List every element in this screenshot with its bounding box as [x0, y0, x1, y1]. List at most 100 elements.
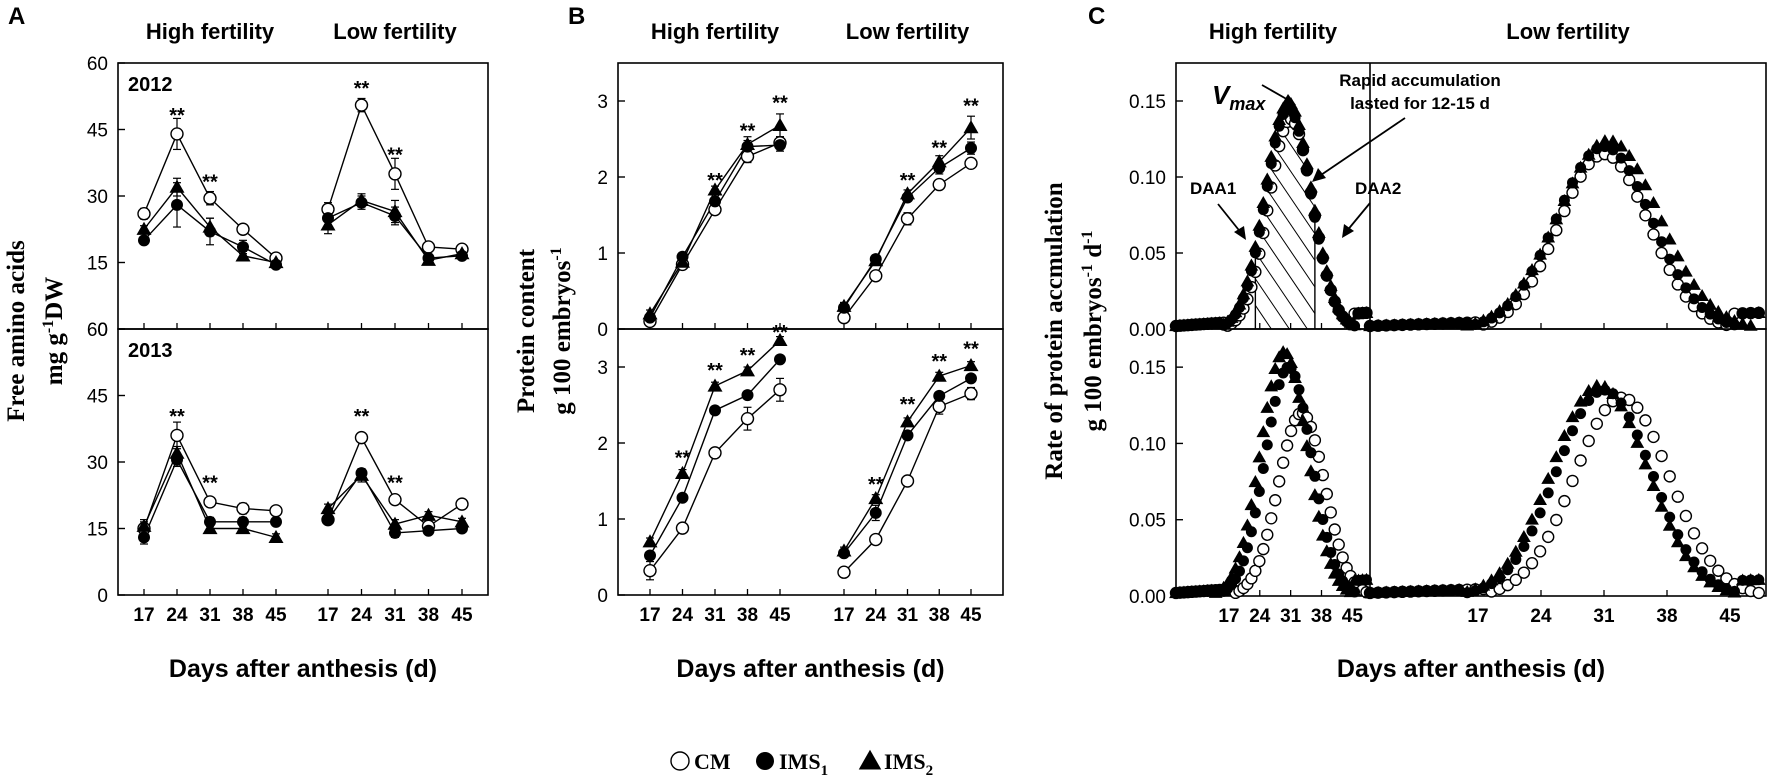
data-point-ims2 [1452, 583, 1466, 596]
significance-mark: ** [931, 137, 947, 159]
y-tick-label: 15 [87, 254, 108, 275]
y-tick-label: 0.10 [1129, 434, 1166, 455]
data-point-ims2 [1638, 178, 1653, 191]
data-point-cm [1533, 545, 1547, 558]
y-tick-label: 15 [87, 520, 108, 541]
data-point-ims2 [169, 179, 185, 193]
data-point-ims2 [1614, 139, 1628, 152]
data-point-ims2 [1300, 439, 1314, 452]
data-point-ims1 [1253, 486, 1265, 498]
significance-mark: ** [740, 345, 756, 367]
data-point-ims2 [1727, 314, 1742, 327]
data-point-ims2 [1711, 579, 1726, 593]
y-axis-label: Rate of protein accmulation [1041, 182, 1068, 480]
y-tick-label: 3 [597, 92, 608, 113]
data-point-ims2 [963, 357, 979, 372]
legend-label-ims1: IMS1 [779, 749, 828, 779]
data-point-ims2 [1573, 160, 1588, 173]
y-tick-label: 0.15 [1129, 92, 1166, 113]
data-point-cm [170, 428, 184, 443]
data-point-cm [1647, 228, 1660, 241]
data-point-ims2 [868, 490, 884, 505]
data-point-ims1 [1534, 507, 1546, 519]
data-point-ims2 [1304, 464, 1318, 477]
y-tick-label: 30 [87, 453, 108, 474]
data-point-ims2 [1533, 493, 1547, 506]
data-point-ims2 [1581, 383, 1596, 396]
hatch-line [1255, 102, 1308, 330]
data-point-ims2 [963, 120, 979, 134]
data-point-cm [1541, 242, 1555, 256]
data-point-ims2 [1525, 263, 1539, 276]
data-point-ims2 [1735, 316, 1750, 329]
y-tick-label: 45 [87, 121, 108, 142]
x-tick-label: 24 [865, 605, 887, 626]
data-point-ims2 [931, 154, 947, 168]
panel-b: B 0 1 2 3 ** ** ** ** ** ** 0 1 2 3 ** ** ** ** 17 24 31 38 45 *… [513, 3, 1004, 683]
significance-mark: ** [354, 78, 370, 100]
significance-mark: ** [354, 406, 370, 428]
data-point-ims2 [1315, 528, 1330, 541]
y-tick-label: 0.05 [1129, 511, 1166, 532]
data-point-ims2 [1319, 544, 1334, 557]
data-point-cm [1253, 554, 1266, 568]
data-point-ims2 [1476, 313, 1491, 326]
data-point-cm [932, 399, 946, 414]
data-point-ims2 [1670, 535, 1685, 548]
data-point-ims2 [1236, 287, 1251, 300]
significance-mark: ** [707, 360, 723, 382]
data-point-ims2 [387, 204, 403, 218]
y-tick-label: 0 [97, 586, 108, 607]
data-point-ims1 [1631, 429, 1643, 441]
data-point-ims1 [709, 404, 721, 417]
data-point-ims2 [1296, 414, 1310, 427]
data-point-cm [740, 411, 755, 426]
data-point-ims1 [1656, 491, 1668, 503]
x-tick-label: 31 [1593, 606, 1615, 627]
data-point-ims1 [1648, 471, 1659, 483]
group-header: Low fertility [846, 19, 970, 44]
data-point-ims1 [676, 491, 689, 504]
data-point-ims2 [1517, 530, 1531, 543]
data-point-ims2 [1280, 347, 1294, 360]
data-point-ims2 [1630, 162, 1645, 175]
x-tick-label: 45 [769, 605, 791, 626]
data-point-cm [1550, 513, 1563, 527]
data-point-cm [388, 492, 402, 507]
daa2-arrow [1345, 202, 1371, 233]
data-point-ims1 [741, 389, 754, 402]
significance-mark: ** [202, 473, 218, 495]
data-point-ims1 [1301, 423, 1313, 435]
data-point-ims2 [740, 363, 755, 377]
data-point-ims2 [900, 186, 915, 200]
data-point-ims1 [1672, 529, 1684, 541]
data-point-ims1 [709, 195, 721, 208]
data-point-cm [1663, 470, 1676, 483]
data-point-ims2 [1311, 226, 1326, 239]
data-point-ims2 [1622, 148, 1637, 162]
legend-marker-cm [670, 751, 690, 771]
data-point-ims2 [642, 306, 658, 320]
data-point-ims2 [1236, 535, 1251, 548]
data-point-ims1 [1664, 253, 1676, 265]
data-point-cm [1284, 424, 1298, 438]
data-point-ims2 [1703, 575, 1718, 588]
data-point-ims1 [1656, 236, 1668, 248]
data-point-cm [269, 504, 283, 518]
group-header: High fertility [651, 19, 780, 44]
data-point-cm [1671, 490, 1685, 503]
data-point-cm [900, 212, 915, 226]
data-point-ims1 [774, 353, 786, 366]
y-axis-unit: mg g-1DW [40, 277, 68, 385]
data-point-cm [1582, 434, 1595, 448]
panel-letter: A [8, 3, 25, 30]
x-axis-label: Days after anthesis (d) [676, 655, 944, 683]
data-point-ims2 [1751, 305, 1766, 318]
data-point-ims2 [1240, 518, 1255, 531]
data-point-ims2 [136, 221, 152, 235]
data-point-ims1 [901, 429, 914, 442]
significance-mark: ** [900, 170, 916, 192]
legend-marker-ims1 [756, 752, 774, 770]
data-point-cm [869, 532, 883, 547]
